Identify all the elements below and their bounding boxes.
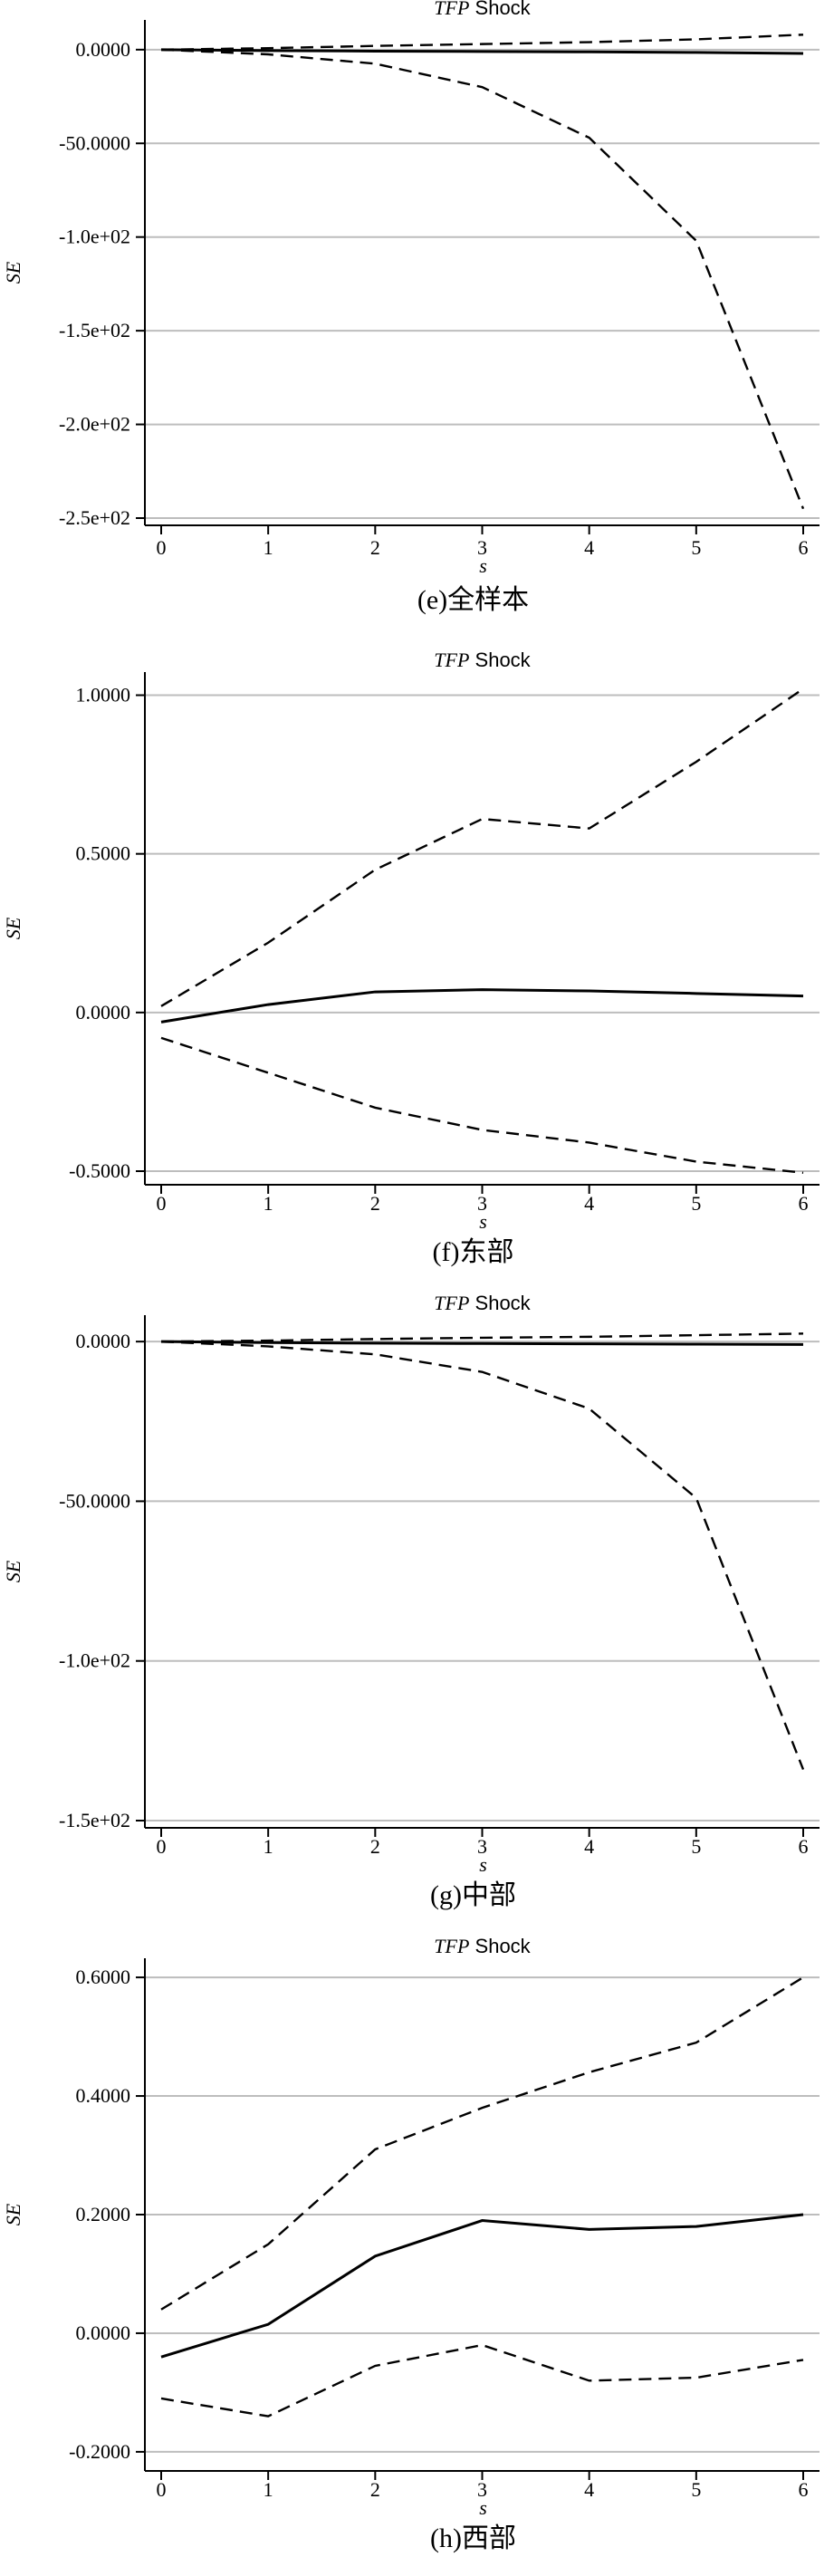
y-axis-label: SE [2, 1560, 24, 1582]
series-line-solid [160, 48, 804, 55]
x-tick-label: 1 [264, 1192, 273, 1215]
series-line-solid [160, 1340, 804, 1346]
x-tick-label: 0 [157, 2478, 167, 2501]
y-tick-label: 0.5000 [76, 842, 131, 865]
y-tick-label: -2.0e+02 [59, 413, 130, 436]
y-tick-label: -50.0000 [59, 1489, 130, 1512]
y-tick-label: 0.4000 [76, 2084, 131, 2107]
panel-caption: (f)东部 [433, 1237, 514, 1267]
x-tick-label: 3 [477, 1192, 487, 1215]
y-tick-label: 1.0000 [76, 684, 131, 706]
panel-caption: (h)西部 [430, 2523, 516, 2553]
x-tick-label: 0 [157, 536, 167, 559]
series-line-dashed [160, 1340, 805, 1771]
y-tick-label: -1.5e+02 [59, 319, 130, 341]
chart-svg: 0.6000 0.4000 0.2000 0.0000 -0.2000 0 1 2 3 4 5 6 TF… [2, 1935, 820, 2553]
x-tick-label: 3 [477, 1835, 487, 1858]
chart-panel-e: 0.0000 -50.0000 -1.0e+02 -1.5e+02 -2.0e+02 -2… [0, 0, 834, 643]
chart-title: TFP Shock [434, 0, 531, 19]
x-tick-label: 4 [584, 536, 594, 559]
panel-caption: (g)中部 [430, 1880, 516, 1910]
x-tick-label: 6 [799, 2478, 809, 2501]
chart-title: TFP Shock [434, 1292, 531, 1314]
y-tick-label: -1.0e+02 [59, 226, 130, 248]
x-tick-label: 1 [264, 536, 273, 559]
x-tick-label: 5 [691, 1835, 701, 1858]
series-line-dashed [160, 1036, 804, 1174]
x-tick-label: 2 [370, 536, 380, 559]
x-tick-label: 3 [477, 536, 487, 559]
x-axis-label: s [479, 1853, 487, 1876]
y-tick-label: 0.0000 [76, 2321, 131, 2344]
y-tick-label: 0.0000 [76, 38, 131, 61]
y-tick-label: -50.0000 [59, 131, 130, 154]
series-line-solid [160, 2213, 804, 2359]
x-tick-label: 6 [799, 536, 809, 559]
y-tick-label: 0.0000 [76, 1330, 131, 1352]
y-tick-label: -0.5000 [69, 1159, 130, 1182]
x-tick-label: 4 [584, 1835, 594, 1858]
x-tick-label: 5 [691, 1192, 701, 1215]
x-tick-label: 0 [157, 1192, 167, 1215]
y-tick-label: 0.6000 [76, 1966, 131, 1988]
y-axis-label: SE [2, 917, 24, 939]
chart-panel-f: 1.0000 0.5000 0.0000 -0.5000 0 1 2 3 4 5 6 TFP Shoc… [0, 643, 834, 1286]
y-tick-label: 0.2000 [76, 2203, 131, 2225]
x-tick-label: 2 [370, 1835, 380, 1858]
x-tick-label: 4 [584, 1192, 594, 1215]
y-tick-label: -1.5e+02 [59, 1809, 130, 1831]
chart-svg: 1.0000 0.5000 0.0000 -0.5000 0 1 2 3 4 5 6 TFP Shoc… [2, 649, 820, 1267]
chart-title: TFP Shock [434, 1935, 531, 1957]
y-tick-label: 0.0000 [76, 1001, 131, 1024]
chart-panel-g: 0.0000 -50.0000 -1.0e+02 -1.5e+02 0 1 2 3 4 5 6 TFP… [0, 1286, 834, 1929]
chart-svg: 0.0000 -50.0000 -1.0e+02 -1.5e+02 -2.0e+02 -2… [2, 0, 820, 615]
chart-svg: 0.0000 -50.0000 -1.0e+02 -1.5e+02 0 1 2 3 4 5 6 TFP… [2, 1292, 820, 1910]
x-tick-label: 2 [370, 2478, 380, 2501]
x-tick-label: 3 [477, 2478, 487, 2501]
series-line-dashed [160, 1976, 804, 2311]
x-tick-label: 2 [370, 1192, 380, 1215]
panel-caption: (e)全样本 [417, 585, 529, 615]
x-tick-label: 0 [157, 1835, 167, 1858]
x-tick-label: 6 [799, 1192, 809, 1215]
series-line-dashed [160, 2343, 804, 2417]
series-line-solid [160, 988, 804, 1024]
x-axis-label: s [479, 2496, 487, 2519]
x-tick-label: 5 [691, 2478, 701, 2501]
x-tick-label: 5 [691, 536, 701, 559]
x-axis-label: s [479, 1210, 487, 1233]
series-line-dashed [160, 1332, 804, 1343]
x-tick-label: 6 [799, 1835, 809, 1858]
y-axis-label: SE [2, 2203, 24, 2225]
x-axis-label: s [479, 554, 487, 577]
series-line-dashed [160, 34, 804, 52]
x-tick-label: 1 [264, 2478, 273, 2501]
chart-title: TFP Shock [434, 649, 531, 671]
chart-panel-h: 0.6000 0.4000 0.2000 0.0000 -0.2000 0 1 2 3 4 5 6 TF… [0, 1929, 834, 2571]
y-axis-label: SE [2, 261, 24, 284]
x-tick-label: 4 [584, 2478, 594, 2501]
series-line-dashed [160, 48, 805, 510]
series-line-dashed [160, 687, 804, 1007]
y-tick-label: -0.2000 [69, 2440, 130, 2463]
y-tick-label: -2.5e+02 [59, 506, 130, 529]
y-tick-label: -1.0e+02 [59, 1649, 130, 1672]
x-tick-label: 1 [264, 1835, 273, 1858]
